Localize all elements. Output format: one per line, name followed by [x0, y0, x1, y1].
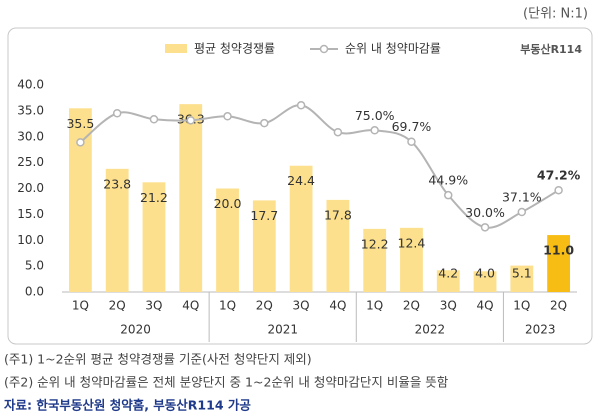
- legend-swatch: [319, 44, 329, 54]
- bar-value-label: 5.1: [512, 266, 532, 281]
- line-marker: [407, 137, 416, 146]
- x-tick-label: 2Q: [109, 299, 126, 313]
- x-tick-label: 4Q: [476, 299, 493, 313]
- line-marker: [333, 127, 343, 137]
- bar: [363, 228, 387, 292]
- bar: [216, 188, 239, 292]
- bar-value-label: 12.2: [361, 236, 389, 251]
- x-tick-label: 1Q: [366, 299, 383, 313]
- y-tick-label: 35.0: [17, 103, 44, 117]
- y-tick-label: 20.0: [17, 181, 44, 195]
- y-tick-label: 10.0: [17, 233, 44, 247]
- x-tick-label: 3Q: [145, 299, 162, 313]
- y-tick-label: 0.0: [25, 285, 44, 299]
- bar-value-label: 4.2: [438, 266, 458, 281]
- line-marker: [149, 115, 159, 124]
- x-tick-label: 1Q: [72, 299, 89, 313]
- source: 자료: 한국부동산원 청약홈, 부동산R114 가공: [4, 398, 251, 413]
- x-tick-label: 4Q: [329, 299, 346, 313]
- legend-swatch: [165, 44, 187, 53]
- y-tick-label: 40.0: [17, 78, 44, 92]
- note: (주2) 순위 내 청약마감률은 전체 분양단지 중 1~2순위 내 청약마감단…: [4, 375, 449, 390]
- x-tick-label: 2Q: [256, 299, 273, 313]
- bar: [105, 168, 129, 292]
- line-value-label: 37.1%: [502, 190, 542, 205]
- line-marker: [112, 108, 122, 118]
- line-marker: [517, 207, 527, 217]
- x-tick-label: 2Q: [403, 299, 420, 313]
- line-marker: [296, 101, 306, 110]
- group-label: 2023: [525, 323, 556, 337]
- bar: [252, 200, 276, 292]
- group-label: 2021: [267, 323, 298, 337]
- line-marker: [223, 112, 232, 121]
- group-label: 2020: [120, 323, 151, 337]
- line-value-label: 30.0%: [465, 205, 505, 220]
- x-tick-label: 1Q: [219, 299, 236, 313]
- bar: [510, 265, 534, 292]
- x-tick-label: 3Q: [293, 299, 310, 313]
- bar: [400, 227, 423, 292]
- line-value-label: 75.0%: [355, 108, 395, 123]
- bar: [436, 270, 460, 292]
- line-value-label: 69.7%: [392, 119, 432, 134]
- bar: [68, 108, 92, 292]
- line-value-label: 47.2%: [537, 168, 581, 183]
- x-tick-label: 1Q: [513, 299, 530, 313]
- logo: 부동산R114: [520, 42, 582, 56]
- bar-value-label: 23.8: [103, 176, 131, 191]
- bar-value-label: 17.8: [324, 207, 352, 222]
- bar: [179, 104, 203, 293]
- line-marker: [370, 126, 379, 135]
- bar: [547, 235, 571, 292]
- bar-value-label: 21.2: [140, 190, 168, 205]
- bar: [289, 165, 313, 292]
- bar: [326, 199, 350, 292]
- y-tick-label: 25.0: [17, 155, 44, 169]
- line-marker: [444, 190, 453, 200]
- line-marker: [186, 116, 195, 125]
- legend-label: 평균 청약경쟁률: [194, 41, 275, 56]
- line-value-label: 44.9%: [428, 173, 468, 188]
- bar-value-label: 20.0: [214, 196, 242, 211]
- line-marker: [76, 138, 85, 147]
- bar: [142, 182, 166, 292]
- line-marker: [554, 185, 563, 195]
- bar-value-label: 11.0: [543, 243, 574, 258]
- y-tick-label: 5.0: [25, 259, 44, 273]
- bar: [473, 271, 497, 292]
- bar-value-label: 4.0: [475, 266, 495, 281]
- group-label: 2022: [415, 323, 446, 337]
- x-tick-label: 4Q: [182, 299, 199, 313]
- x-tick-label: 3Q: [440, 299, 457, 313]
- bar-value-label: 24.4: [287, 173, 315, 188]
- legend-label: 순위 내 청약마감률: [345, 41, 441, 56]
- bar-value-label: 12.4: [398, 235, 426, 250]
- y-tick-label: 30.0: [17, 129, 44, 143]
- bar-value-label: 35.5: [66, 116, 94, 131]
- bar-value-label: 17.7: [250, 208, 278, 223]
- line-marker: [260, 118, 269, 128]
- y-tick-label: 15.0: [17, 207, 44, 221]
- note: (주1) 1~2순위 평균 청약경쟁률 기준(사전 청약단지 제외): [4, 352, 312, 367]
- x-tick-label: 2Q: [550, 299, 567, 313]
- unit-label: (단위: N:1): [523, 7, 588, 22]
- line-marker: [480, 223, 490, 232]
